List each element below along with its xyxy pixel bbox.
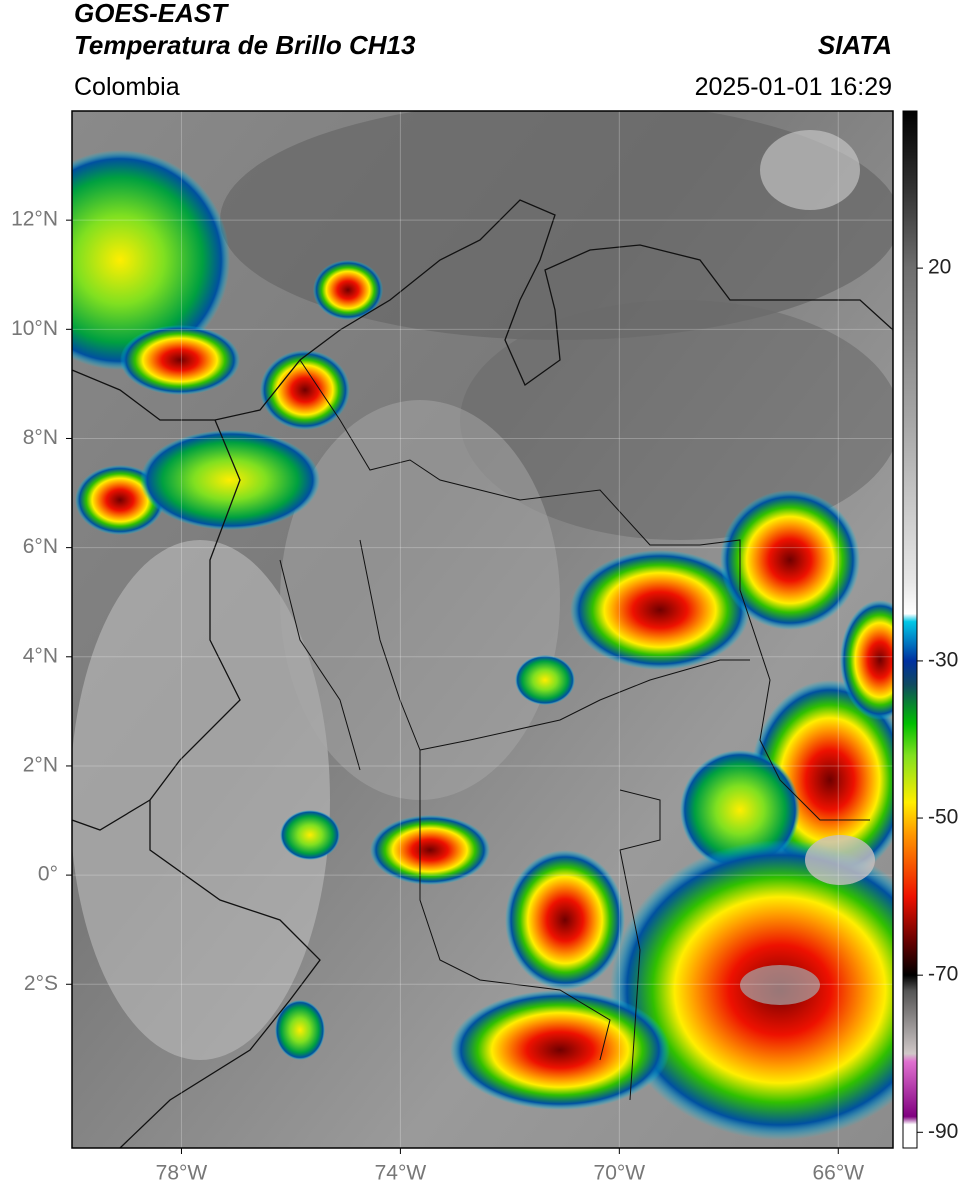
- source: SIATA: [818, 30, 892, 60]
- convection: [720, 490, 860, 630]
- subtitle: Temperatura de Brillo CH13: [74, 30, 416, 60]
- x-tick-label: 78°W: [156, 1162, 208, 1185]
- convection: [570, 550, 750, 670]
- graticule: [72, 111, 893, 1148]
- x-tick-label: 74°W: [375, 1162, 427, 1185]
- coastline: [72, 199, 893, 1148]
- overshooting-top: [805, 835, 875, 885]
- colorbar-tick-label: -30: [928, 648, 958, 671]
- convection: [72, 150, 230, 370]
- y-tick-label: 0°: [38, 863, 58, 886]
- convection: [275, 1000, 325, 1060]
- convection: [370, 815, 490, 885]
- satellite-image: [72, 111, 893, 1148]
- convection: [505, 850, 625, 990]
- datetime: 2025-01-01 16:29: [695, 73, 892, 101]
- cloud-field: [460, 300, 893, 540]
- convection: [280, 810, 340, 860]
- x-tick-label: 66°W: [812, 1162, 864, 1185]
- convection: [680, 750, 800, 870]
- borders: [279, 359, 870, 1101]
- y-tick-label: 2°S: [24, 972, 58, 995]
- convection: [450, 990, 670, 1110]
- convection: [515, 655, 575, 705]
- y-tick-label: 12°N: [11, 208, 58, 231]
- y-tick-label: 6°N: [23, 535, 58, 558]
- map-frame: [71, 110, 894, 1149]
- cloud-field: [280, 400, 560, 800]
- x-tick-label: 70°W: [594, 1162, 646, 1185]
- cloud-field: [220, 111, 893, 340]
- convection: [840, 600, 893, 720]
- convection: [120, 325, 240, 395]
- colorbar-tick-label: -50: [928, 806, 958, 829]
- y-tick-label: 10°N: [11, 317, 58, 340]
- colorbar-tick-label: -90: [928, 1120, 958, 1143]
- cloud-field: [760, 130, 860, 210]
- convection: [140, 430, 320, 530]
- cloud-field: [72, 540, 330, 1060]
- overshooting-top: [740, 965, 820, 1005]
- title: GOES-EAST: [74, 0, 229, 28]
- colorbar-tick-label: 20: [928, 256, 951, 279]
- y-tick-label: 4°N: [23, 644, 58, 667]
- region: Colombia: [74, 73, 180, 101]
- y-tick-label: 8°N: [23, 426, 58, 449]
- y-tick-label: 2°N: [23, 753, 58, 776]
- convection: [313, 260, 383, 320]
- colorbar-tick-label: -70: [928, 963, 958, 986]
- colorbar: [902, 110, 918, 1149]
- convection: [260, 350, 350, 430]
